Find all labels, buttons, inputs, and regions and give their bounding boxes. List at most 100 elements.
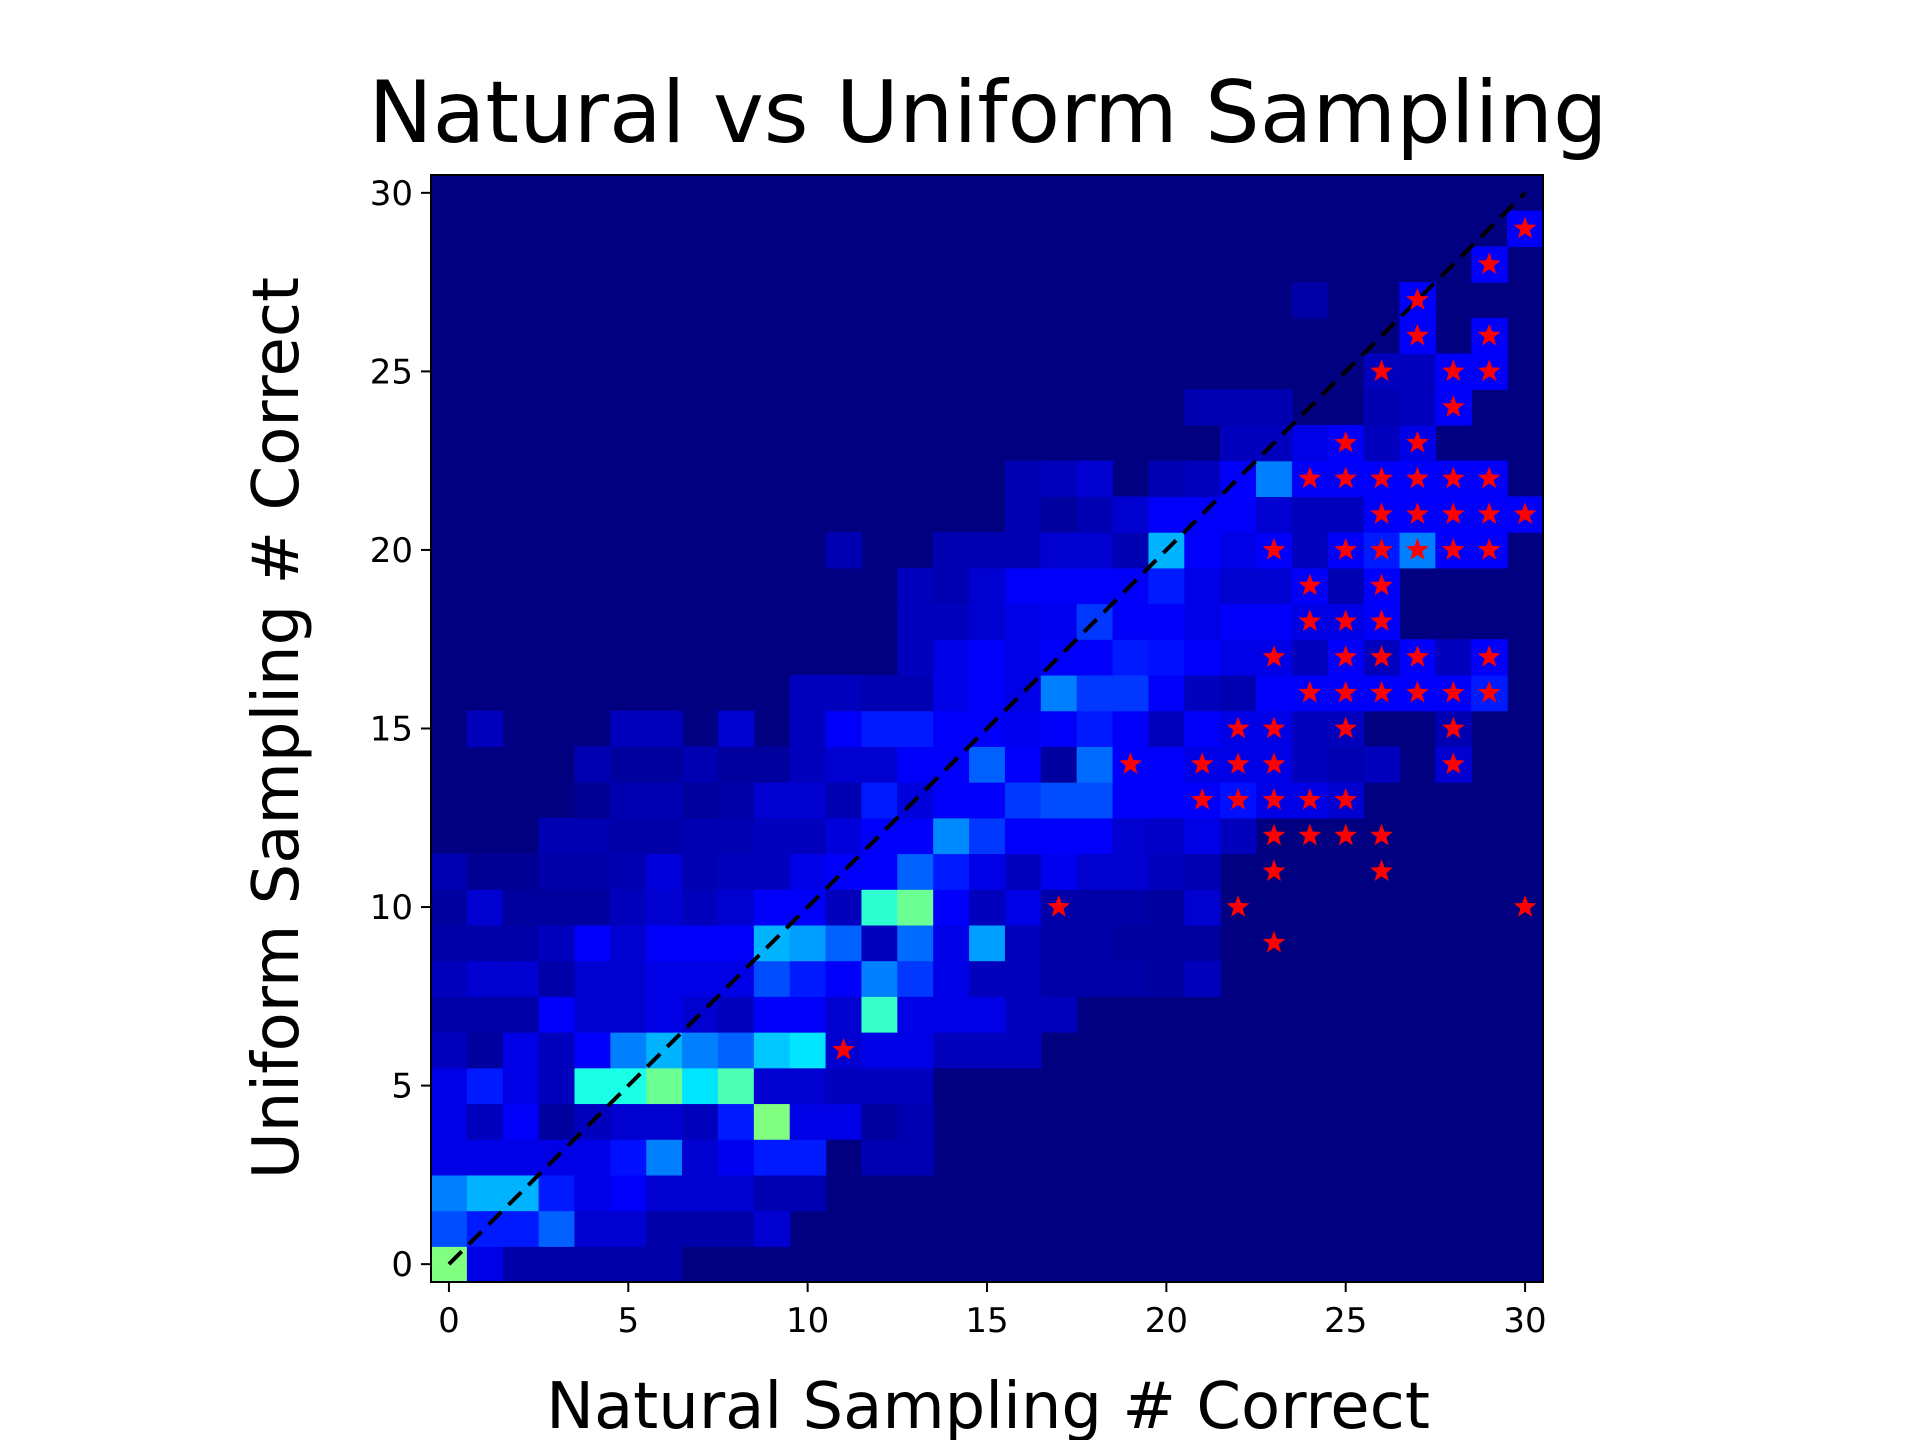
x-tick-label: 15 xyxy=(965,1301,1008,1341)
star-marker xyxy=(1441,752,1465,774)
heatmap-cell xyxy=(1148,460,1185,497)
heatmap-cell xyxy=(682,1174,719,1212)
heatmap-cell xyxy=(431,996,468,1033)
heatmap-cell xyxy=(1220,424,1257,462)
heatmap-cell xyxy=(502,996,540,1033)
heatmap-cell xyxy=(789,853,827,890)
heatmap-cell xyxy=(610,1032,647,1069)
star-marker xyxy=(1298,466,1322,489)
x-tick-label: 25 xyxy=(1324,1301,1367,1341)
heatmap-cell xyxy=(1076,496,1114,533)
heatmap-cell xyxy=(538,889,576,926)
heatmap-cell xyxy=(574,1174,611,1212)
heatmap-cell xyxy=(1220,817,1257,855)
y-tick-label: 10 xyxy=(370,888,413,928)
star-marker xyxy=(1262,537,1286,560)
heatmap-cell xyxy=(753,1139,791,1176)
heatmap-cell xyxy=(1112,710,1150,747)
heatmap-cell xyxy=(574,960,611,997)
heatmap-cell xyxy=(1363,746,1401,783)
heatmap-cell xyxy=(1184,674,1221,712)
heatmap-cell xyxy=(610,782,647,819)
heatmap-cell xyxy=(538,996,576,1033)
heatmap-cell xyxy=(933,532,970,569)
heatmap-cell xyxy=(682,889,719,926)
x-tick-label: 30 xyxy=(1503,1301,1546,1341)
heatmap-cell xyxy=(1076,782,1114,819)
heatmap-cell xyxy=(789,710,827,747)
heatmap-cell xyxy=(1399,389,1436,426)
star-marker xyxy=(832,1037,855,1060)
heatmap-cell xyxy=(466,996,504,1033)
heatmap-cell xyxy=(1184,924,1221,962)
heatmap-cell xyxy=(610,960,647,997)
heatmap-cell xyxy=(502,1246,540,1283)
heatmap-cell xyxy=(574,996,611,1033)
heatmap-cell xyxy=(1327,746,1365,783)
heatmap-cell xyxy=(789,1032,827,1069)
heatmap-cell xyxy=(1040,460,1078,497)
starred-markers xyxy=(832,216,1537,1060)
heatmap-cell xyxy=(1220,496,1257,533)
heatmap-cell xyxy=(897,746,934,783)
heatmap-cell xyxy=(717,1174,755,1212)
heatmap-cell xyxy=(1148,853,1185,890)
heatmap-cell xyxy=(646,924,683,962)
heatmap-cell xyxy=(1148,746,1185,783)
star-marker xyxy=(1334,787,1358,810)
star-marker xyxy=(1406,287,1429,310)
heatmap-cell xyxy=(1004,782,1042,819)
star-marker xyxy=(1190,787,1214,810)
heatmap-cell xyxy=(538,924,576,962)
heatmap-cell xyxy=(897,996,934,1033)
heatmap-cell xyxy=(538,1210,576,1247)
x-axis-ticks: 0 5 10 15 20 25 30 xyxy=(438,1282,1547,1341)
heatmap-cell xyxy=(682,924,719,962)
star-marker xyxy=(1334,537,1358,560)
heatmap-cell xyxy=(1112,639,1150,676)
y-axis-label: Uniform Sampling # Correct xyxy=(240,277,314,1179)
heatmap-cell xyxy=(1184,889,1221,926)
heatmap-cell xyxy=(861,746,898,783)
heatmap-cell xyxy=(1040,924,1078,962)
heatmap-cell xyxy=(933,817,970,855)
heatmap-cell xyxy=(825,889,863,926)
heatmap-cell xyxy=(682,1139,719,1176)
star-marker xyxy=(1190,752,1214,774)
heatmap-cell xyxy=(789,924,827,962)
heatmap-cell xyxy=(1004,710,1042,747)
heatmap-cell xyxy=(1148,567,1185,605)
heatmap-cell xyxy=(1112,853,1150,890)
heatmap-cell xyxy=(1112,532,1150,569)
star-marker xyxy=(1334,716,1358,739)
heatmap-cell xyxy=(574,924,611,962)
heatmap-cell xyxy=(610,1139,647,1176)
heatmap-cell xyxy=(1004,817,1042,855)
heatmap-cell xyxy=(969,639,1006,676)
x-tick-label: 5 xyxy=(617,1301,639,1341)
y-tick-label: 0 xyxy=(391,1245,413,1285)
heatmap-cell xyxy=(1220,567,1257,605)
heatmap-cell xyxy=(1148,710,1185,747)
heatmap-cell xyxy=(682,853,719,890)
heatmap-cell xyxy=(1004,889,1042,926)
heatmap-cell xyxy=(682,817,719,855)
heatmap-cell xyxy=(502,1103,540,1140)
heatmap-cell xyxy=(538,1067,576,1105)
heatmap-cell xyxy=(933,710,970,747)
star-marker xyxy=(1334,430,1358,453)
heatmap-cell xyxy=(1004,567,1042,605)
heatmap-cell xyxy=(1040,853,1078,890)
heatmap-cell xyxy=(753,746,791,783)
star-marker xyxy=(1513,895,1537,917)
star-marker xyxy=(1370,359,1393,382)
heatmap-cell xyxy=(466,710,504,747)
heatmap-cell xyxy=(610,996,647,1033)
heatmap-cell xyxy=(1148,960,1185,997)
heatmap-cell xyxy=(897,603,934,640)
heatmap-cell xyxy=(897,567,934,605)
heatmap-cell xyxy=(1256,389,1293,426)
heatmap-cell xyxy=(1291,282,1329,319)
heatmap-cell xyxy=(466,1032,504,1069)
star-marker xyxy=(1298,573,1322,596)
